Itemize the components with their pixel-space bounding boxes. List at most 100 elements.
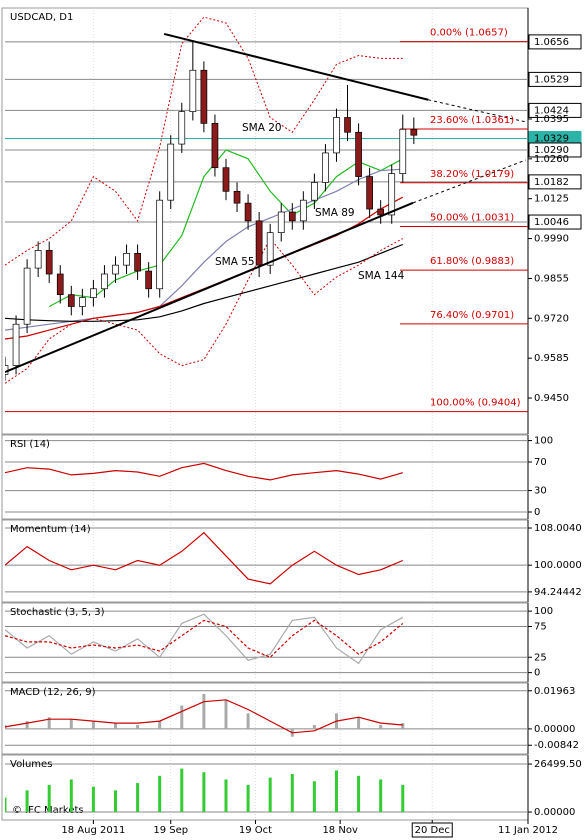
y-tick-label: 1.0046 — [534, 217, 569, 228]
y-tick-label: 0.9720 — [534, 313, 569, 324]
y-tick-label: 75 — [534, 622, 547, 633]
bar — [113, 790, 117, 813]
series-line — [5, 237, 404, 384]
candle-body — [134, 252, 141, 272]
candle-body — [123, 252, 130, 266]
candle-body — [277, 211, 285, 234]
panel-title: Stochastic (3, 5, 3) — [10, 607, 105, 618]
series-line — [5, 619, 404, 659]
candle-body — [222, 167, 230, 192]
bar — [202, 772, 206, 813]
y-tick-label: 1.0395 — [534, 114, 569, 125]
y-tick-label: 1.0656 — [534, 37, 569, 48]
y-tick-label: 1.0125 — [534, 194, 569, 205]
plot-area — [5, 462, 403, 481]
tick-label-box — [528, 34, 582, 50]
y-tick-label: 0 — [534, 507, 540, 518]
bar — [401, 723, 405, 729]
bar — [379, 779, 383, 813]
series-line — [5, 531, 404, 585]
series-line — [5, 243, 404, 322]
candle-body — [12, 323, 20, 366]
candle-body — [333, 117, 340, 154]
bar — [25, 721, 29, 729]
y-tick-label: 0.9585 — [534, 353, 569, 364]
candle-body — [311, 182, 318, 201]
y-tick-label: 1.0182 — [534, 177, 569, 188]
series-line — [5, 16, 403, 266]
y-tick-label: 0.9990 — [534, 234, 569, 245]
candle-body — [67, 294, 75, 307]
x-tick-label: 18 Nov — [322, 825, 358, 836]
y-tick-label: 1.0290 — [534, 145, 569, 156]
y-tick-label: 100 — [534, 606, 553, 617]
tick-label-box — [528, 102, 582, 118]
candle-body — [211, 123, 219, 169]
candle-body — [322, 152, 329, 183]
bar — [290, 774, 294, 813]
bar — [357, 717, 361, 729]
bar — [47, 717, 51, 729]
x-tick-label-box — [411, 822, 453, 838]
bar — [246, 713, 250, 729]
y-tick-label: 100.0000 — [534, 560, 582, 571]
panel-title: MACD (12, 26, 9) — [10, 687, 96, 698]
plot-area — [5, 613, 404, 665]
candle-body — [145, 270, 152, 290]
series-line — [48, 149, 404, 308]
candle-body — [189, 69, 197, 112]
plot-area — [5, 531, 404, 585]
panel-title: Volumes — [10, 759, 52, 770]
candle-body — [288, 211, 296, 222]
candle-body — [344, 117, 351, 133]
trend-line — [412, 159, 526, 204]
candle-body — [178, 111, 186, 145]
tick-label-box — [528, 71, 582, 87]
y-tick-label: 0.9450 — [534, 393, 569, 404]
bar — [5, 797, 7, 813]
fib-label: 100.00% (0.9404) — [430, 398, 521, 409]
bar — [224, 699, 228, 729]
x-tick-label: 20 Dec — [415, 825, 450, 836]
bar — [246, 784, 250, 813]
tick-label-box — [528, 214, 582, 230]
bar — [69, 779, 73, 813]
fib-label: 76.40% (0.9701) — [430, 310, 514, 321]
y-tick-label: 25 — [534, 652, 547, 663]
bar — [379, 725, 383, 729]
panel-title: Momentum (14) — [10, 524, 91, 535]
bar — [180, 705, 184, 729]
y-tick-label: 100 — [534, 436, 553, 447]
plot-area — [5, 16, 528, 413]
candle-body — [23, 267, 31, 325]
y-tick-label: 0 — [534, 668, 540, 679]
fib-label: 50.00% (1.0031) — [430, 212, 514, 223]
y-tick-label: 70 — [534, 457, 547, 468]
y-tick-label: 108.0040 — [534, 523, 582, 534]
candle-body — [377, 208, 385, 216]
candle-body — [45, 250, 53, 275]
tick-label-box — [528, 142, 582, 158]
plot-area — [5, 693, 405, 737]
x-tick-label: 11 Jan 2012 — [498, 825, 558, 836]
candle-body — [112, 264, 119, 275]
candle-body — [156, 199, 164, 290]
plot-area — [5, 768, 405, 813]
y-tick-label: 0.00000 — [534, 807, 575, 818]
bar — [180, 768, 184, 813]
bar — [25, 790, 29, 813]
y-tick-label: 1.0529 — [534, 74, 569, 85]
series-line — [5, 613, 404, 665]
panel-title: RSI (14) — [10, 439, 50, 450]
bar — [357, 775, 361, 813]
y-tick-label: 94.24442 — [534, 587, 582, 598]
bar — [158, 721, 162, 729]
bar — [224, 779, 228, 813]
candle-body — [388, 173, 396, 216]
candle-body — [200, 69, 208, 124]
candle-body — [56, 273, 64, 296]
candle-body — [244, 202, 252, 222]
fib-label: 0.00% (1.0657) — [430, 28, 508, 39]
y-tick-label: 26499.50 — [534, 759, 582, 770]
